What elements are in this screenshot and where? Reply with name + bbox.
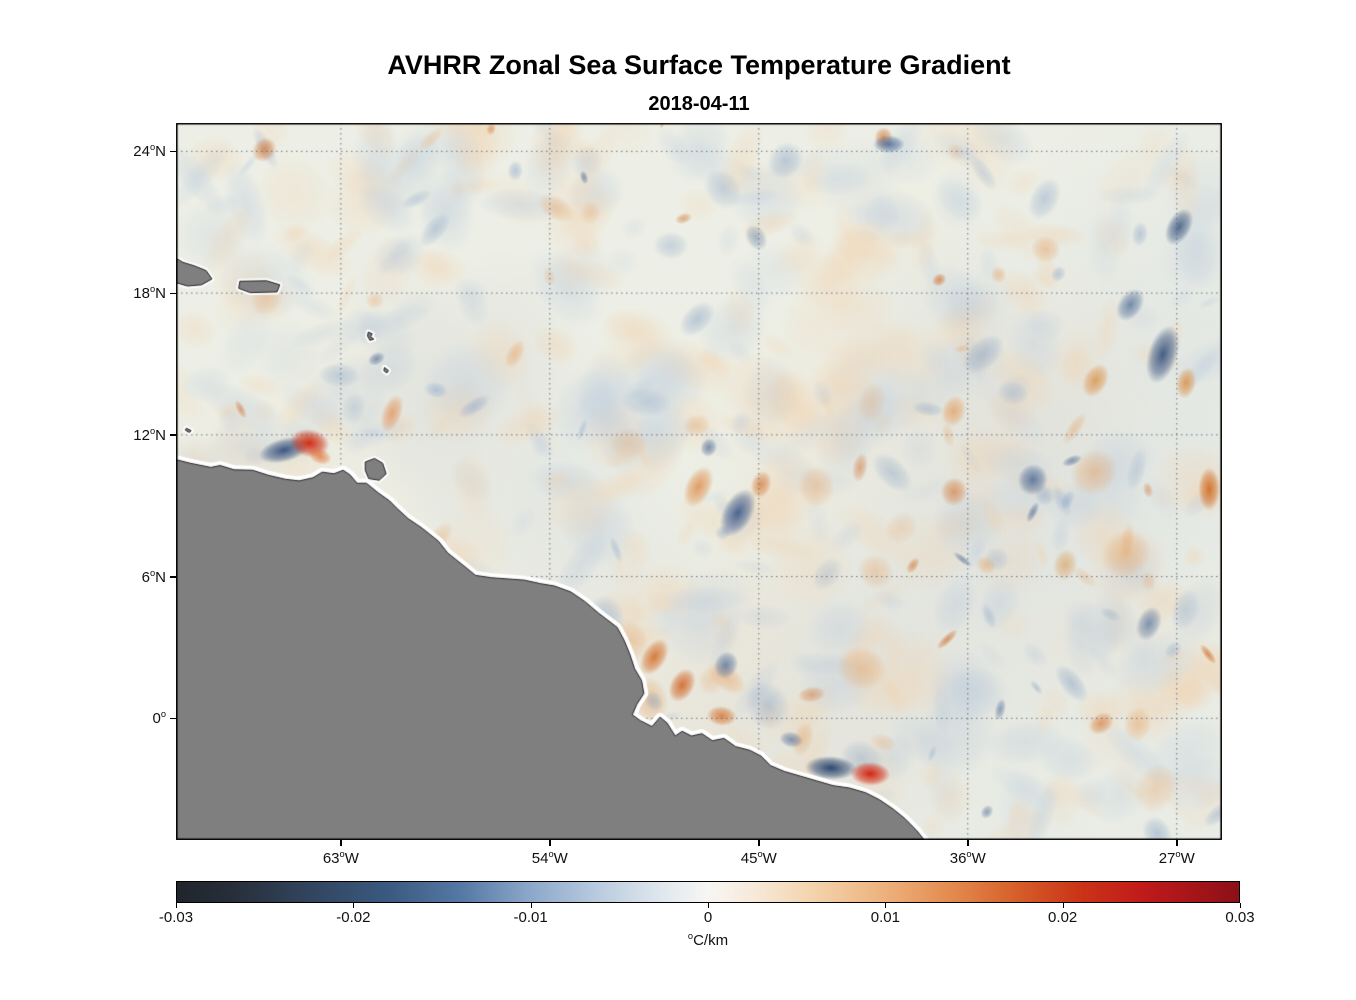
colorbar-tick-label: -0.03 (158, 909, 194, 926)
axis-tick-mark (170, 576, 176, 578)
y-axis-tick-label: 12oN (133, 425, 166, 444)
y-axis-tick-label: 0o (152, 709, 166, 728)
map-plot-area (176, 123, 1222, 840)
chart-subtitle: 2018-04-11 (648, 93, 750, 115)
axis-tick-mark (758, 840, 760, 846)
y-axis-tick-label: 24oN (133, 142, 166, 161)
x-axis-tick-label: 45oW (740, 849, 777, 867)
x-axis-tick-label: 27oW (1158, 849, 1195, 867)
colorbar-tick-mark (885, 903, 887, 908)
map-canvas (176, 123, 1222, 840)
y-axis-tick-label: 6oN (141, 567, 166, 586)
colorbar-tick-mark (353, 903, 355, 908)
axis-tick-mark (170, 292, 176, 295)
axis-tick-mark (1176, 840, 1178, 846)
axis-tick-mark (170, 434, 176, 436)
colorbar-tick-mark (1240, 903, 1241, 908)
colorbar-tick-label: -0.02 (336, 909, 371, 926)
colorbar-tick-mark (176, 903, 177, 908)
y-axis-tick-label: 18oN (133, 284, 166, 303)
axis-tick-mark (967, 840, 969, 846)
colorbar-tick-mark (708, 903, 709, 908)
colorbar-units-label: oC/km (687, 931, 729, 949)
chart-title: AVHRR Zonal Sea Surface Temperature Grad… (387, 50, 1011, 80)
x-axis-tick-label: 54oW (531, 849, 568, 867)
colorbar-tick-label: 0.02 (1048, 909, 1078, 926)
axis-tick-mark (170, 150, 176, 153)
colorbar-tick-label: 0 (703, 909, 713, 926)
axis-tick-mark (549, 840, 551, 846)
x-axis-tick-label: 36oW (949, 849, 986, 867)
x-axis-tick-label: 63oW (322, 849, 359, 867)
colorbar-tick-mark (530, 903, 532, 908)
colorbar-tick-label: -0.01 (513, 909, 548, 926)
axis-tick-mark (170, 717, 176, 720)
colorbar-tick-label: 0.03 (1225, 909, 1255, 926)
colorbar-tick-label: 0.01 (870, 909, 900, 926)
colorbar (176, 881, 1240, 903)
axis-tick-mark (340, 840, 342, 846)
colorbar-tick-mark (1062, 903, 1064, 908)
